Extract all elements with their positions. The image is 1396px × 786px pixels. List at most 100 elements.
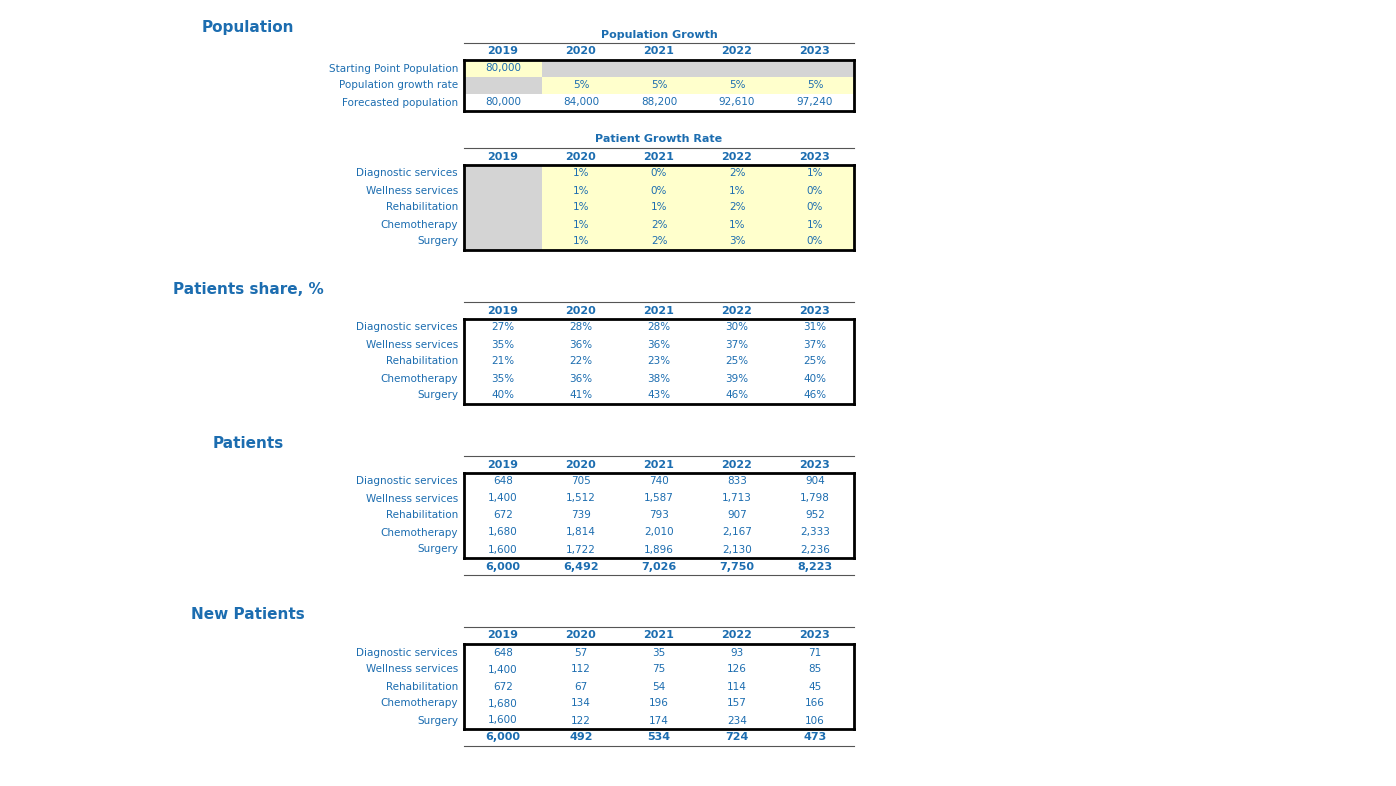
Bar <box>542 524 620 541</box>
Text: 39%: 39% <box>726 373 748 384</box>
Text: 5%: 5% <box>651 80 667 90</box>
Bar <box>620 182 698 199</box>
Bar <box>776 541 854 558</box>
Text: 157: 157 <box>727 699 747 708</box>
Bar <box>620 712 698 729</box>
Text: 2019: 2019 <box>487 152 518 161</box>
Text: 1,600: 1,600 <box>489 545 518 554</box>
Bar <box>542 678 620 695</box>
Bar <box>542 370 620 387</box>
Text: 2023: 2023 <box>800 306 831 315</box>
Text: 45: 45 <box>808 681 822 692</box>
Bar <box>463 370 542 387</box>
Bar <box>698 678 776 695</box>
Text: 2019: 2019 <box>487 630 518 641</box>
Bar <box>542 199 620 216</box>
Bar <box>542 473 620 490</box>
Bar <box>620 336 698 353</box>
Bar <box>542 182 620 199</box>
Text: Population Growth: Population Growth <box>600 30 718 39</box>
Bar <box>620 77 698 94</box>
Text: 7,026: 7,026 <box>641 561 677 571</box>
Text: 2021: 2021 <box>644 630 674 641</box>
Bar <box>463 661 542 678</box>
Bar <box>698 216 776 233</box>
Text: 37%: 37% <box>726 340 748 350</box>
Text: 126: 126 <box>727 664 747 674</box>
Bar <box>776 182 854 199</box>
Text: 35%: 35% <box>491 373 515 384</box>
Bar <box>542 319 620 336</box>
Text: 3%: 3% <box>729 237 745 247</box>
Bar <box>542 336 620 353</box>
Bar <box>620 661 698 678</box>
Text: 705: 705 <box>571 476 591 487</box>
Bar <box>698 387 776 404</box>
Text: Surgery: Surgery <box>417 545 458 554</box>
Bar <box>776 387 854 404</box>
Text: 28%: 28% <box>570 322 592 332</box>
Text: 27%: 27% <box>491 322 515 332</box>
Text: Chemotherapy: Chemotherapy <box>381 699 458 708</box>
Bar <box>698 644 776 661</box>
Text: 1,512: 1,512 <box>565 494 596 504</box>
Bar <box>463 387 542 404</box>
Text: Chemotherapy: Chemotherapy <box>381 219 458 230</box>
Text: 1%: 1% <box>572 203 589 212</box>
Text: 2,236: 2,236 <box>800 545 831 554</box>
Bar <box>698 507 776 524</box>
Text: 904: 904 <box>805 476 825 487</box>
Bar <box>620 695 698 712</box>
Bar <box>620 233 698 250</box>
Bar <box>463 336 542 353</box>
Text: Diagnostic services: Diagnostic services <box>356 168 458 178</box>
Bar <box>463 165 542 182</box>
Bar <box>698 370 776 387</box>
Text: 2020: 2020 <box>565 46 596 57</box>
Bar <box>776 644 854 661</box>
Bar <box>463 524 542 541</box>
Text: 1,798: 1,798 <box>800 494 831 504</box>
Bar <box>698 182 776 199</box>
Text: 122: 122 <box>571 715 591 725</box>
Text: 1%: 1% <box>572 168 589 178</box>
Text: 1,722: 1,722 <box>565 545 596 554</box>
Text: Patient Growth Rate: Patient Growth Rate <box>596 134 723 145</box>
Text: Wellness services: Wellness services <box>366 494 458 504</box>
Text: Surgery: Surgery <box>417 391 458 401</box>
Text: 234: 234 <box>727 715 747 725</box>
Text: 35: 35 <box>652 648 666 658</box>
Text: 1,587: 1,587 <box>644 494 674 504</box>
Text: 1,400: 1,400 <box>489 494 518 504</box>
Text: 0%: 0% <box>807 237 824 247</box>
Text: 724: 724 <box>726 733 748 743</box>
Bar <box>776 60 854 77</box>
Text: Surgery: Surgery <box>417 715 458 725</box>
Text: Surgery: Surgery <box>417 237 458 247</box>
Text: 2021: 2021 <box>644 152 674 161</box>
Text: 2020: 2020 <box>565 630 596 641</box>
Bar <box>463 678 542 695</box>
Bar <box>463 541 542 558</box>
Bar <box>620 490 698 507</box>
Text: 54: 54 <box>652 681 666 692</box>
Text: 36%: 36% <box>570 373 592 384</box>
Text: 6,000: 6,000 <box>486 733 521 743</box>
Bar <box>776 216 854 233</box>
Bar <box>776 199 854 216</box>
Text: 2021: 2021 <box>644 46 674 57</box>
Text: 2022: 2022 <box>722 306 752 315</box>
Text: 2023: 2023 <box>800 46 831 57</box>
Text: Diagnostic services: Diagnostic services <box>356 648 458 658</box>
Bar <box>620 199 698 216</box>
Text: 21%: 21% <box>491 357 515 366</box>
Bar <box>542 712 620 729</box>
Text: 46%: 46% <box>726 391 748 401</box>
Text: 2%: 2% <box>651 237 667 247</box>
Text: Diagnostic services: Diagnostic services <box>356 476 458 487</box>
Bar <box>698 712 776 729</box>
Text: 1,713: 1,713 <box>722 494 752 504</box>
Bar <box>542 661 620 678</box>
Text: 1%: 1% <box>572 185 589 196</box>
Bar <box>463 353 542 370</box>
